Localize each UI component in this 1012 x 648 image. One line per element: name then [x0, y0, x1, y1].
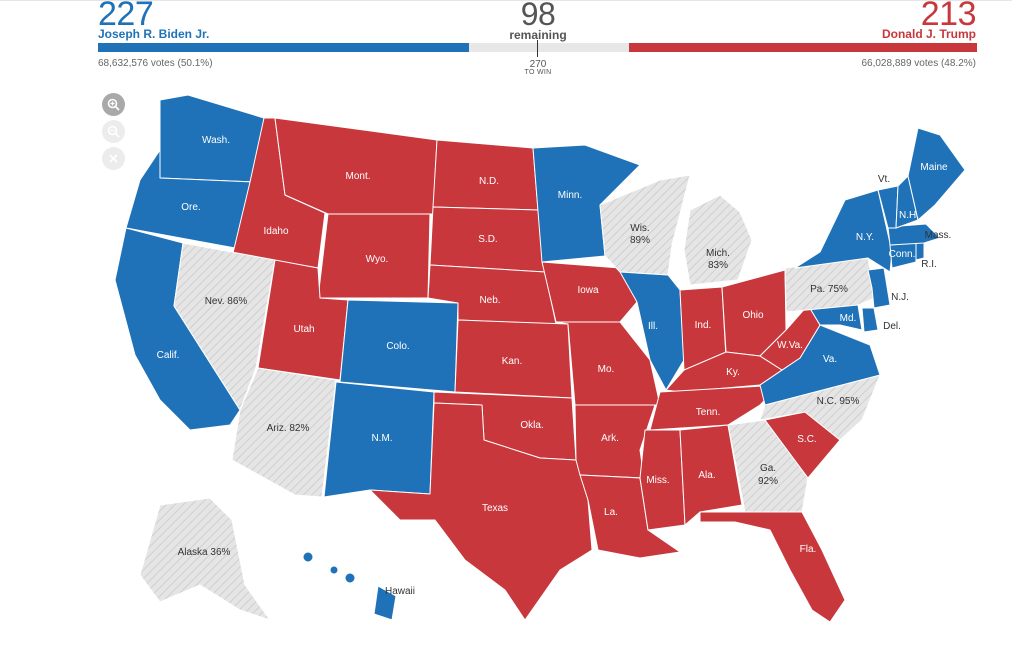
label-az: Ariz. 82% — [267, 423, 310, 434]
biden-bar — [98, 43, 469, 52]
win-threshold-tick — [537, 40, 538, 57]
label-sc: S.C. — [797, 434, 816, 445]
state-labels: Wash. Ore. Calif. Idaho Nev. 86% Mont. W… — [157, 135, 952, 597]
label-fl: Fla. — [800, 544, 817, 555]
state-az[interactable] — [231, 367, 337, 498]
label-id: Idaho — [263, 226, 288, 237]
label-nm: N.M. — [371, 433, 392, 444]
state-ga[interactable] — [727, 419, 809, 513]
trump-name: Donald J. Trump — [881, 27, 976, 41]
state-nj[interactable] — [867, 267, 891, 309]
label-md: Md. — [840, 313, 857, 324]
label-ri: R.I. — [921, 259, 937, 270]
biden-electoral-votes: 227 — [98, 0, 154, 33]
state-ma[interactable] — [887, 223, 941, 246]
label-vt: Vt. — [878, 174, 890, 185]
label-mn: Minn. — [558, 190, 582, 201]
zoom-out-button[interactable] — [102, 120, 125, 143]
label-oh: Ohio — [742, 310, 764, 321]
label-mt: Mont. — [345, 171, 370, 182]
label-wv: W.Va. — [777, 340, 803, 351]
label-ok: Okla. — [520, 420, 543, 431]
state-ia[interactable] — [541, 261, 638, 323]
state-de[interactable] — [861, 307, 879, 333]
label-wy: Wyo. — [366, 254, 389, 265]
label-nd: N.D. — [479, 176, 499, 187]
label-ne: Neb. — [479, 295, 500, 306]
state-ms[interactable] — [639, 429, 686, 531]
label-nv: Nev. 86% — [205, 296, 248, 307]
label-mi: Mich. — [706, 248, 730, 259]
state-ny[interactable] — [794, 189, 893, 273]
label-co: Colo. — [386, 341, 409, 352]
label-me: Maine — [920, 162, 948, 173]
state-mt[interactable] — [274, 117, 438, 215]
state-il[interactable] — [619, 271, 685, 391]
label-la: La. — [604, 507, 618, 518]
label-pa: Pa. 75% — [810, 284, 848, 295]
zoom-out-icon — [107, 125, 120, 138]
label-in: Ind. — [695, 320, 712, 331]
label-ar: Ark. — [601, 433, 619, 444]
label-ga: Ga. — [760, 463, 776, 474]
remaining-bar — [468, 43, 629, 52]
close-icon — [109, 154, 118, 163]
reset-map-button[interactable] — [102, 147, 125, 170]
to-win-label: TO WIN — [524, 69, 552, 76]
label-ak: Alaska 36% — [178, 547, 231, 558]
trump-popular-votes: 66,028,889 votes (48.2%) — [861, 58, 976, 69]
label-wi-pct: 89% — [630, 235, 650, 246]
zoom-in-icon — [107, 98, 120, 111]
state-nd[interactable] — [432, 139, 539, 211]
state-me[interactable] — [907, 127, 966, 221]
label-sd: S.D. — [478, 234, 497, 245]
label-ca: Calif. — [157, 350, 180, 361]
label-mo: Mo. — [598, 364, 615, 375]
label-nh: N.H. — [899, 210, 919, 221]
label-tn: Tenn. — [696, 407, 720, 418]
label-wi: Wis. — [630, 223, 649, 234]
label-hi: Hawaii — [385, 586, 415, 597]
to-win-number: 270 — [529, 59, 547, 70]
top-rule — [0, 0, 1012, 1]
state-mi[interactable] — [683, 194, 753, 286]
biden-name: Joseph R. Biden Jr. — [98, 27, 210, 41]
label-il: Ill. — [648, 321, 658, 332]
state-fl[interactable] — [699, 511, 846, 623]
state-tx[interactable] — [369, 402, 593, 621]
state-wi[interactable] — [599, 174, 691, 276]
biden-popular-votes: 68,632,576 votes (50.1%) — [98, 58, 213, 69]
label-ma: Mass. — [925, 230, 952, 241]
label-mi-pct: 83% — [708, 260, 728, 271]
trump-bar — [628, 43, 977, 52]
state-ri[interactable] — [915, 242, 925, 261]
state-hi[interactable] — [302, 551, 397, 621]
label-ks: Kan. — [502, 356, 523, 367]
state-ak[interactable] — [139, 497, 271, 621]
remaining-label: remaining — [509, 28, 567, 42]
label-nj: N.J. — [891, 292, 909, 303]
trump-electoral-votes: 213 — [920, 0, 977, 33]
state-nv[interactable] — [173, 242, 276, 411]
label-ut: Utah — [293, 324, 314, 335]
label-de: Del. — [883, 321, 901, 332]
label-ct: Conn. — [889, 249, 916, 260]
label-ia: Iowa — [577, 285, 599, 296]
remaining-electoral-votes: 98 — [520, 0, 556, 32]
label-nc: N.C. 95% — [817, 396, 860, 407]
label-or: Ore. — [181, 202, 200, 213]
label-al: Ala. — [698, 470, 715, 481]
label-ga-pct: 92% — [758, 476, 778, 487]
label-ms: Miss. — [646, 475, 669, 486]
label-tx: Texas — [482, 503, 508, 514]
state-al[interactable] — [679, 424, 743, 526]
label-ny: N.Y. — [856, 232, 874, 243]
label-ky: Ky. — [726, 367, 740, 378]
label-va: Va. — [823, 354, 837, 365]
label-wa: Wash. — [202, 135, 230, 146]
zoom-in-button[interactable] — [102, 93, 125, 116]
